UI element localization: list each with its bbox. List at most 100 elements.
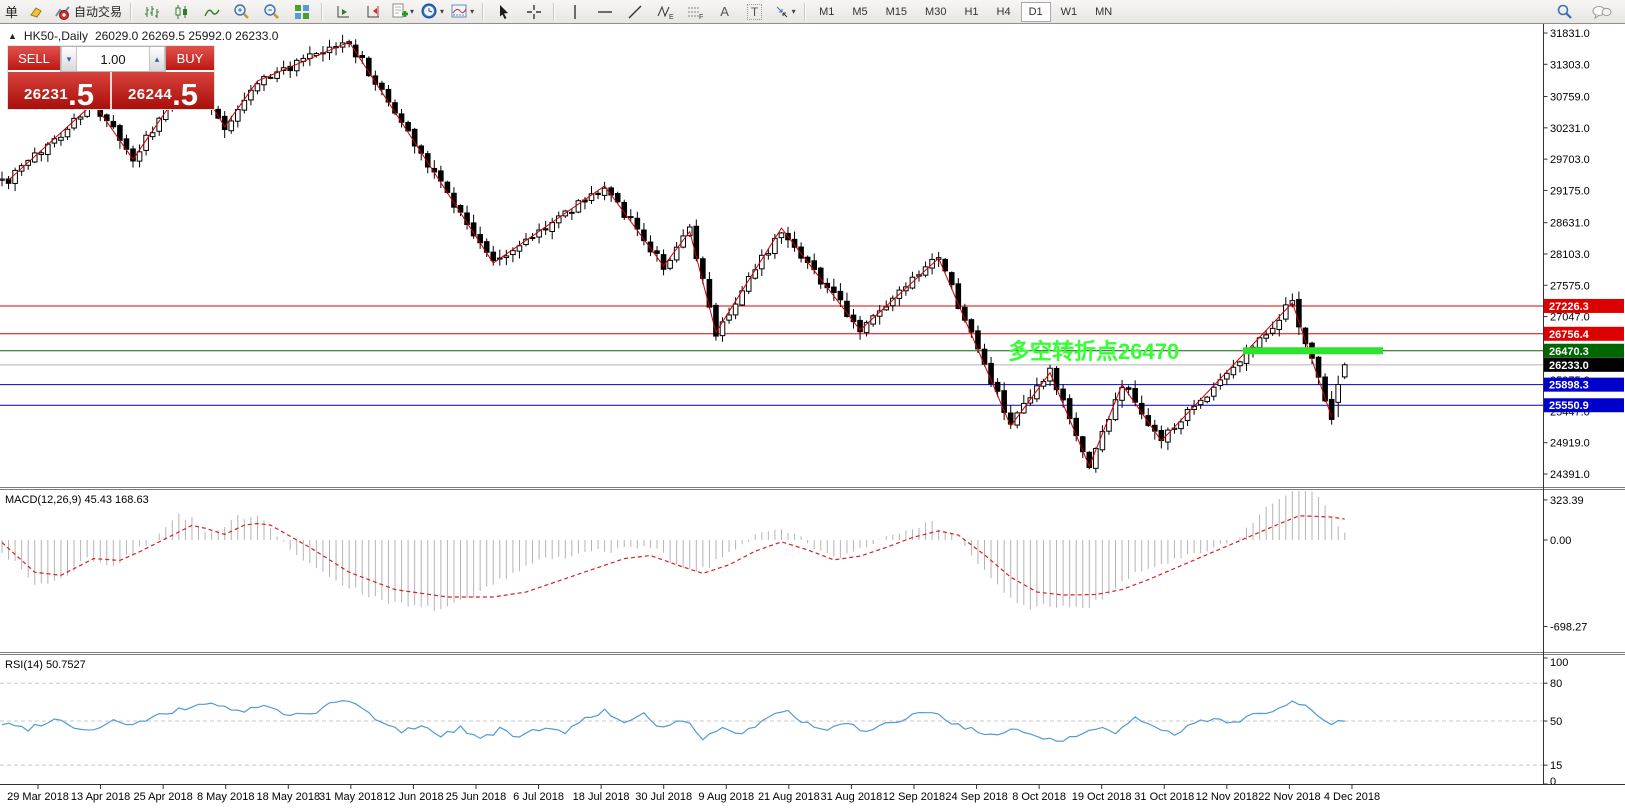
trade-panel-top-row: SELL ▾ 1.00 ▴ BUY [8,46,214,72]
buy-price-button[interactable]: 26244 .5 [112,72,214,112]
rsi-line [1,699,1345,742]
svg-text:-698.27: -698.27 [1550,622,1587,634]
fibonacci-tool-icon[interactable]: F [680,0,709,23]
toolbar-separator [553,2,556,21]
timeframe-h1[interactable]: H1 [956,2,986,22]
svg-text:31 May 2018: 31 May 2018 [319,791,383,803]
crosshair-tool-icon[interactable] [519,0,548,23]
cursor-tool-icon[interactable] [489,0,518,23]
zoom-out-icon[interactable] [257,0,286,23]
svg-text:F: F [699,14,703,20]
timeframe-mn[interactable]: MN [1087,2,1120,22]
svg-text:31303.0: 31303.0 [1550,59,1590,71]
timeframe-d1[interactable]: D1 [1020,1,1051,22]
buy-price-main: 26244 [127,86,173,103]
svg-text:25 Jun 2018: 25 Jun 2018 [446,791,507,803]
autotrading-button[interactable]: 自动交易 [51,0,125,23]
svg-text:0: 0 [1550,776,1556,788]
search-icon[interactable] [1550,0,1579,23]
sell-price-main: 26231 [23,86,69,103]
buy-button[interactable]: BUY [166,46,214,72]
chat-icon[interactable] [1587,0,1616,23]
svg-text:80: 80 [1550,678,1562,690]
chart-shift-icon[interactable] [358,0,387,23]
chart-title-bar: ▲ HK50-,Daily 26029.0 26269.5 25992.0 26… [8,29,278,43]
timeframe-h4[interactable]: H4 [989,2,1019,22]
svg-text:25550.9: 25550.9 [1549,400,1589,412]
new-order-icon[interactable] [21,0,50,23]
tile-windows-icon[interactable] [287,0,316,23]
chart-symbol-period: HK50-,Daily [23,29,88,43]
auto-scroll-icon[interactable] [328,0,357,23]
add-indicator-button[interactable]: ▾ [388,0,417,23]
vertical-line-tool-icon[interactable] [560,0,589,23]
svg-text:26470.3: 26470.3 [1549,346,1589,358]
price-level-label [1544,298,1624,313]
volume-input[interactable]: 1.00 [77,47,149,71]
trendline-tool-icon[interactable] [620,0,649,23]
svg-text:100: 100 [1550,657,1568,669]
autotrading-label: 自动交易 [74,5,123,19]
svg-text:50: 50 [1550,716,1562,728]
chart-canvas[interactable]: 多空转折点26470 MACD(12,26,9) 45.43 168.63 RSI(… [0,24,1625,812]
dropdown-arrow-icon[interactable]: ▾ [410,7,415,16]
dropdown-arrow-icon[interactable]: ▾ [470,7,475,16]
timeframe-bar: M1 M5 M15 M30 H1 H4 D1 W1 MN [811,1,1120,22]
svg-text:28103.0: 28103.0 [1550,249,1590,261]
svg-text:31 Aug 2018: 31 Aug 2018 [821,791,883,803]
price-level-label [1544,343,1624,358]
dropdown-arrow-icon[interactable]: ▾ [791,7,796,16]
trade-panel-prices: 26231 .5 26244 .5 [8,72,214,112]
timeframe-m30[interactable]: M30 [917,2,954,22]
price-level-label [1544,377,1624,392]
rsi-label: RSI(14) 50.7527 [5,659,86,671]
svg-text:22 Nov 2018: 22 Nov 2018 [1258,791,1320,803]
price-axis[interactable]: 31831.0 31303.0 30759.0 30231.0 29703.0 29175… [1543,24,1625,788]
volume-decrease-button[interactable]: ▾ [61,47,77,71]
time-axis[interactable]: 29 Mar 2018 13 Apr 2018 25 Apr 2018 8 May 2… [0,784,1625,804]
svg-text:28631.0: 28631.0 [1550,218,1590,230]
macd-pane: MACD(12,26,9) 45.43 168.63 [1,491,1346,612]
bar-chart-icon[interactable] [137,0,166,23]
chart-ohlc-values: 26029.0 26269.5 25992.0 26233.0 [94,29,279,43]
arrows-tool-icon[interactable]: ▾ [770,0,799,23]
elliott-wave-tool-icon[interactable]: E [650,0,679,23]
sell-button[interactable]: SELL [8,46,60,72]
price-level-label [1544,357,1624,372]
candlestick-chart-icon[interactable] [167,0,196,23]
svg-text:26756.4: 26756.4 [1549,329,1590,341]
horizontal-line-tool-icon[interactable] [590,0,619,23]
toolbar-separator [130,2,133,21]
svg-text:0.00: 0.00 [1550,535,1571,547]
zoom-in-icon[interactable] [227,0,256,23]
rsi-pane: RSI(14) 50.7527 [0,659,1543,766]
timeframe-m1[interactable]: M1 [811,2,842,22]
line-chart-icon[interactable] [197,0,226,23]
svg-text:27047.0: 27047.0 [1550,312,1590,324]
svg-text:31831.0: 31831.0 [1550,28,1590,40]
label-tool-icon[interactable]: T [740,0,769,23]
svg-text:21 Aug 2018: 21 Aug 2018 [758,791,820,803]
templates-button[interactable]: ▾ [448,0,477,23]
pivot-annotation-text[interactable]: 多空转折点26470 [1008,339,1179,364]
toolbar-right-group [1550,0,1622,23]
sell-price-button[interactable]: 26231 .5 [8,72,112,110]
timeframe-w1[interactable]: W1 [1053,2,1086,22]
buy-price-fraction: .5 [172,76,199,112]
svg-text:25 Apr 2018: 25 Apr 2018 [133,791,192,803]
toolbar-separator [321,2,324,21]
svg-text:12 Jun 2018: 12 Jun 2018 [383,791,444,803]
svg-text:18 May 2018: 18 May 2018 [256,791,320,803]
text-tool-icon[interactable]: A [720,4,729,19]
timeframe-m5[interactable]: M5 [844,2,875,22]
toolbar-separator [482,2,485,21]
periods-button[interactable]: ▾ [418,0,447,23]
volume-increase-button[interactable]: ▴ [149,47,165,71]
svg-text:6 Jul 2018: 6 Jul 2018 [513,791,564,803]
new-order-label-partial[interactable]: 单 [5,5,19,20]
dropdown-arrow-icon[interactable]: ▾ [440,7,445,16]
collapse-icon[interactable]: ▲ [8,31,17,41]
timeframe-m15[interactable]: M15 [878,2,915,22]
svg-text:27575.0: 27575.0 [1550,280,1590,292]
